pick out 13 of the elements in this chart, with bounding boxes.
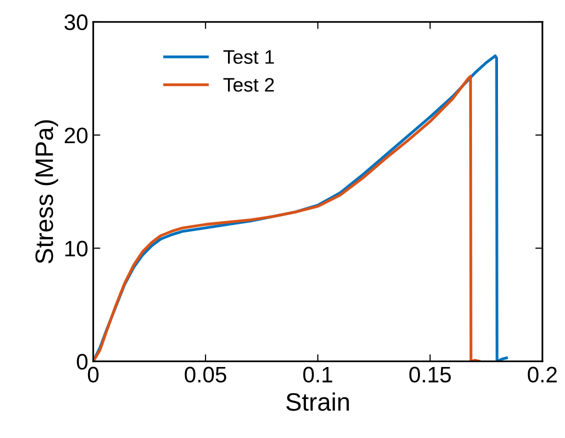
y-axis-title: Stress (MPa): [34, 120, 58, 264]
y-tick-label: 20: [64, 128, 88, 144]
y-tick-label: 0: [76, 354, 88, 370]
y-tick-label: 10: [65, 240, 88, 256]
x-tick-label: 0: [88, 366, 99, 383]
x-axis-title: Strain: [286, 392, 349, 411]
legend-label: Test 1: [223, 50, 274, 64]
x-tick-label: 0.2: [528, 366, 557, 383]
legend-label: Test 2: [223, 78, 274, 92]
x-tick-label: 0.15: [409, 366, 451, 383]
x-tick-label: 0.05: [184, 366, 226, 383]
x-tick-label: 0.1: [303, 366, 332, 383]
y-tick-label: 30: [64, 14, 88, 30]
